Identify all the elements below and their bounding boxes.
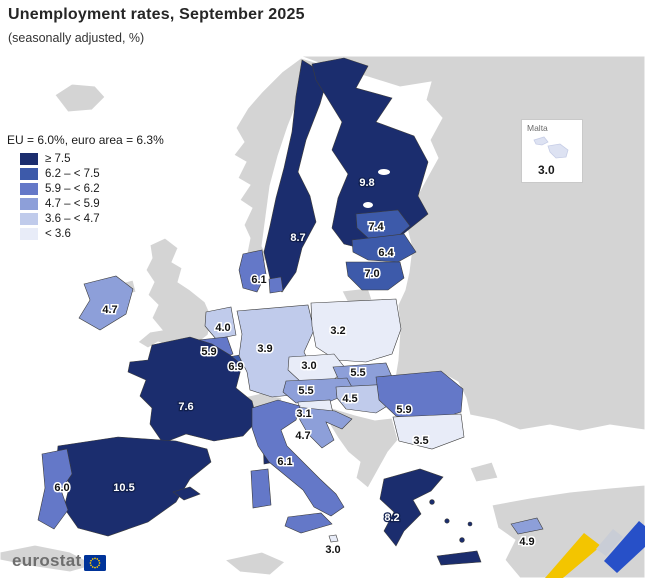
country-shape-balearics: [172, 486, 201, 501]
value-label-austria: 5.5: [298, 385, 313, 397]
legend-row: 5.9 – < 6.2: [20, 181, 164, 196]
value-label-italy: 6.1: [277, 456, 292, 468]
value-label-romania: 5.9: [396, 404, 411, 416]
ribbon-gray: [596, 529, 623, 556]
value-label-finland: 9.8: [359, 177, 374, 189]
legend-class-label: 3.6 – < 4.7: [45, 212, 100, 225]
country-shape-aegean-island: [444, 518, 450, 524]
country-shape-austria: [282, 377, 355, 404]
eu-flag-icon: [84, 554, 107, 571]
country-shape-sicily: [284, 512, 333, 534]
legend-header: EU = 6.0%, euro area = 6.3%: [7, 133, 164, 147]
country-shape-denmark: [238, 249, 267, 293]
value-label-croatia: 4.7: [295, 430, 310, 442]
ribbon-yellow: [545, 533, 601, 578]
country-value-labels: 8.7 9.8 7.4 6.4 7.0 6.1 4.7 4.0 5.9 6.9 3.9 3.2 3.0 5…: [53, 176, 536, 558]
value-label-greece: 8.2: [384, 512, 399, 524]
value-label-poland: 3.2: [330, 325, 345, 337]
lake: [378, 169, 390, 175]
eu-countries: [37, 57, 544, 566]
value-label-lithuania: 7.0: [364, 268, 379, 280]
legend-row: 3.6 – < 4.7: [20, 211, 164, 226]
value-label-germany: 3.9: [257, 343, 272, 355]
page-title: Unemployment rates, September 2025: [8, 6, 305, 23]
country-shape-lithuania: [345, 261, 405, 291]
country-shape-aegean-island: [467, 521, 473, 527]
legend-color-swatch: [20, 197, 38, 210]
legend-color-swatch: [20, 152, 38, 165]
corner-ribbon-decoration: [545, 521, 645, 578]
eurostat-wordmark: eurostat: [12, 551, 82, 570]
value-label-spain: 10.5: [113, 482, 134, 494]
country-shape-croatia: [295, 406, 353, 449]
value-label-sweden: 8.7: [290, 232, 305, 244]
value-label-belgium: 5.9: [201, 346, 216, 358]
country-shape-bulgaria: [392, 413, 465, 450]
value-label-luxembourg: 6.9: [228, 361, 243, 373]
value-label-slovenia: 3.1: [296, 408, 311, 420]
legend-row: < 3.6: [20, 226, 164, 241]
country-shape-sardinia: [250, 468, 272, 509]
inset-country-name: Malta: [527, 123, 548, 133]
value-label-bulgaria: 3.5: [413, 435, 428, 447]
value-label-netherlands: 4.0: [215, 322, 230, 334]
legend-class-label: < 3.6: [45, 227, 71, 240]
country-shape-cyprus: [510, 517, 544, 535]
country-shape-spain: [55, 436, 212, 537]
country-shape-ireland: [78, 275, 134, 331]
legend-color-swatch: [20, 167, 38, 180]
eurostat-logo: eurostat: [12, 551, 107, 571]
value-label-hungary: 4.5: [342, 393, 357, 405]
country-shape-aegean-island: [459, 537, 465, 543]
legend-row: ≥ 7.5: [20, 151, 164, 166]
country-shape-greece: [379, 468, 444, 547]
legend-color-swatch: [20, 182, 38, 195]
value-label-slovakia: 5.5: [350, 367, 365, 379]
ribbon-blue: [604, 521, 645, 573]
lake: [363, 202, 373, 208]
value-label-latvia: 6.4: [378, 247, 394, 259]
country-shape-portugal: [37, 448, 73, 530]
malta-inset-box: Malta 3.0: [521, 119, 583, 183]
value-label-malta: 3.0: [325, 544, 340, 556]
inset-value-label: 3.0: [538, 163, 555, 177]
value-label-ireland: 4.7: [102, 304, 117, 316]
legend-class-label: 4.7 – < 5.9: [45, 197, 100, 210]
legend-row: 6.2 – < 7.5: [20, 166, 164, 181]
value-label-czechia: 3.0: [301, 360, 316, 372]
value-label-denmark: 6.1: [251, 274, 266, 286]
legend-rows: ≥ 7.5 6.2 – < 7.5 5.9 – < 6.2 4.7 – < 5.9 3.…: [7, 151, 164, 241]
map-legend: EU = 6.0%, euro area = 6.3% ≥ 7.5 6.2 – <…: [7, 133, 164, 241]
value-label-estonia: 7.4: [368, 221, 384, 233]
value-label-portugal: 6.0: [54, 482, 69, 494]
value-label-cyprus: 4.9: [519, 536, 534, 548]
legend-color-swatch: [20, 212, 38, 225]
country-shape-aegean-island: [429, 499, 435, 505]
value-label-france: 7.6: [178, 401, 193, 413]
country-shape-france: [127, 336, 258, 444]
country-shape-crete: [436, 550, 482, 566]
country-shape-sweden: [263, 59, 329, 293]
page-subtitle: (seasonally adjusted, %): [8, 31, 145, 45]
country-shape-poland: [310, 298, 402, 363]
country-shape-italy: [251, 399, 345, 517]
country-shape-malta: [328, 534, 339, 543]
header: Unemployment rates, September 2025 (seas…: [8, 6, 305, 45]
malta-island-shape: [533, 136, 569, 159]
legend-class-label: ≥ 7.5: [45, 152, 71, 165]
legend-color-swatch: [20, 227, 38, 240]
legend-row: 4.7 – < 5.9: [20, 196, 164, 211]
country-shape-denmark-islands: [268, 276, 284, 294]
legend-class-label: 6.2 – < 7.5: [45, 167, 100, 180]
legend-class-label: 5.9 – < 6.2: [45, 182, 100, 195]
